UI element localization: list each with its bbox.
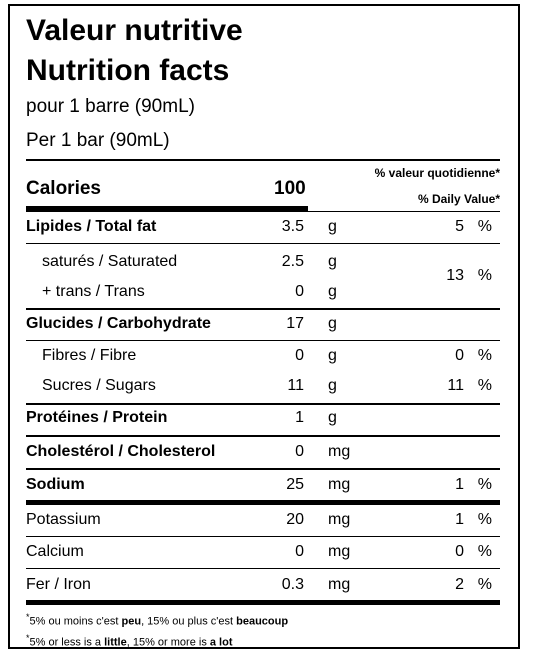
nutrient-unit: g — [328, 377, 337, 394]
nutrient-unit: g — [328, 283, 337, 300]
nutrient-amount: 11 — [287, 377, 304, 394]
daily-value-header-french: % valeur quotidienne* — [374, 166, 500, 180]
divider-thin — [26, 435, 500, 437]
percent-sign: % — [477, 267, 492, 284]
nutrient-row-carbohydrate: Glucides / Carbohydrate 17 g — [26, 309, 500, 339]
divider-thin — [26, 159, 500, 161]
nutrient-row-iron: Fer / Iron 0.3 mg 2 % — [26, 570, 500, 600]
footnote-text: 5% or less is a — [29, 636, 105, 649]
divider-thin — [26, 536, 500, 537]
footnote-english: *5% or less is a little, 15% or more is … — [26, 633, 233, 649]
title-english: Nutrition facts — [26, 54, 230, 87]
nutrient-amount: 3.5 — [281, 218, 304, 235]
footnote-emphasis: peu — [121, 615, 142, 628]
calories-label: Calories — [26, 178, 101, 199]
percent-sign: % — [477, 347, 492, 364]
nutrient-amount: 20 — [286, 511, 304, 528]
nutrient-row-sodium: Sodium 25 mg 1 % — [26, 470, 500, 500]
serving-size-english: Per 1 bar (90mL) — [26, 130, 170, 151]
nutrient-amount: 0.3 — [281, 576, 304, 593]
nutrient-unit: mg — [328, 476, 351, 493]
daily-value-percent: 13 — [446, 267, 464, 284]
divider-thin — [26, 211, 500, 212]
divider-thin — [26, 468, 500, 470]
nutrient-label: Fer / Iron — [26, 576, 91, 593]
nutrient-label: + trans / Trans — [42, 283, 145, 300]
nutrient-row-sugars: Sucres / Sugars 11 g 11 % — [26, 371, 500, 401]
nutrient-amount: 0 — [295, 543, 304, 560]
percent-sign: % — [477, 218, 492, 235]
divider-thin — [26, 243, 500, 244]
nutrient-label: Lipides / Total fat — [26, 218, 157, 235]
title-french: Valeur nutritive — [26, 14, 243, 47]
nutrient-label: Glucides / Carbohydrate — [26, 315, 211, 332]
footnote-marker: * — [26, 633, 30, 643]
nutrient-row-protein: Protéines / Protein 1 g — [26, 403, 500, 433]
nutrient-label: Protéines / Protein — [26, 409, 168, 426]
nutrient-row-trans: + trans / Trans 0 g — [26, 277, 500, 307]
nutrient-amount: 1 — [295, 409, 304, 426]
nutrient-amount: 0 — [295, 283, 304, 300]
daily-value-header-english: % Daily Value* — [417, 192, 500, 206]
nutrient-label: Calcium — [26, 543, 84, 560]
divider-thick — [26, 600, 500, 605]
nutrient-unit: mg — [328, 443, 351, 460]
percent-sign: % — [477, 476, 492, 493]
footnote-marker: * — [26, 612, 30, 622]
nutrient-unit: g — [328, 409, 337, 426]
saturated-trans-daily-value: 13 % — [26, 261, 500, 291]
nutrient-label: Potassium — [26, 511, 101, 528]
divider-thin — [26, 340, 500, 341]
footnote-emphasis: a lot — [209, 636, 233, 649]
nutrient-unit: g — [328, 253, 337, 270]
footnote-text: , 15% or more is — [126, 636, 210, 649]
daily-value-percent: 5 — [455, 218, 464, 235]
nutrient-row-fat: Lipides / Total fat 3.5 g 5 % — [26, 212, 500, 242]
daily-value-percent: 0 — [455, 347, 464, 364]
nutrient-label: Sucres / Sugars — [42, 377, 156, 394]
nutrient-unit: g — [328, 315, 337, 332]
nutrient-row-saturated: saturés / Saturated 2.5 g — [26, 247, 500, 277]
footnote-emphasis: beaucoup — [236, 615, 289, 628]
daily-value-percent: 2 — [455, 576, 464, 593]
daily-value-percent: 11 — [447, 377, 464, 394]
percent-sign: % — [477, 576, 492, 593]
divider-thin — [26, 308, 500, 310]
percent-sign: % — [477, 377, 492, 394]
nutrition-facts-panel: Valeur nutritive Nutrition facts pour 1 … — [8, 4, 520, 649]
nutrient-unit: mg — [328, 543, 351, 560]
nutrient-row-calcium: Calcium 0 mg 0 % — [26, 537, 500, 567]
daily-value-percent: 0 — [455, 543, 464, 560]
nutrient-unit: mg — [328, 576, 351, 593]
calories-value: 100 — [274, 178, 306, 199]
nutrient-label: Cholestérol / Cholesterol — [26, 443, 216, 460]
nutrient-row-fibre: Fibres / Fibre 0 g 0 % — [26, 341, 500, 371]
percent-sign: % — [477, 543, 492, 560]
nutrient-amount: 17 — [286, 315, 304, 332]
divider-thin — [26, 568, 500, 569]
footnote-text: , 15% ou plus c'est — [141, 615, 237, 628]
divider-thin — [26, 403, 500, 405]
daily-value-percent: 1 — [455, 511, 464, 528]
divider-thick — [26, 500, 500, 505]
nutrient-label: Sodium — [26, 476, 85, 493]
percent-sign: % — [477, 511, 492, 528]
footnote-text: 5% ou moins c'est — [29, 615, 122, 628]
nutrient-amount: 0 — [295, 443, 304, 460]
nutrient-unit: mg — [328, 511, 351, 528]
nutrient-amount: 25 — [286, 476, 304, 493]
footnote-emphasis: little — [104, 636, 127, 649]
nutrient-unit: g — [328, 218, 337, 235]
serving-size-french: pour 1 barre (90mL) — [26, 96, 195, 117]
nutrient-amount: 2.5 — [281, 253, 304, 270]
nutrient-label: Fibres / Fibre — [42, 347, 137, 364]
footnote-french: *5% ou moins c'est peu, 15% ou plus c'es… — [26, 612, 288, 628]
nutrient-amount: 0 — [295, 347, 304, 364]
nutrient-row-potassium: Potassium 20 mg 1 % — [26, 505, 500, 535]
nutrient-label: saturés / Saturated — [42, 253, 178, 270]
divider-thick — [26, 206, 308, 212]
daily-value-percent: 1 — [455, 476, 464, 493]
nutrient-row-cholesterol: Cholestérol / Cholesterol 0 mg — [26, 437, 500, 467]
nutrient-unit: g — [328, 347, 337, 364]
